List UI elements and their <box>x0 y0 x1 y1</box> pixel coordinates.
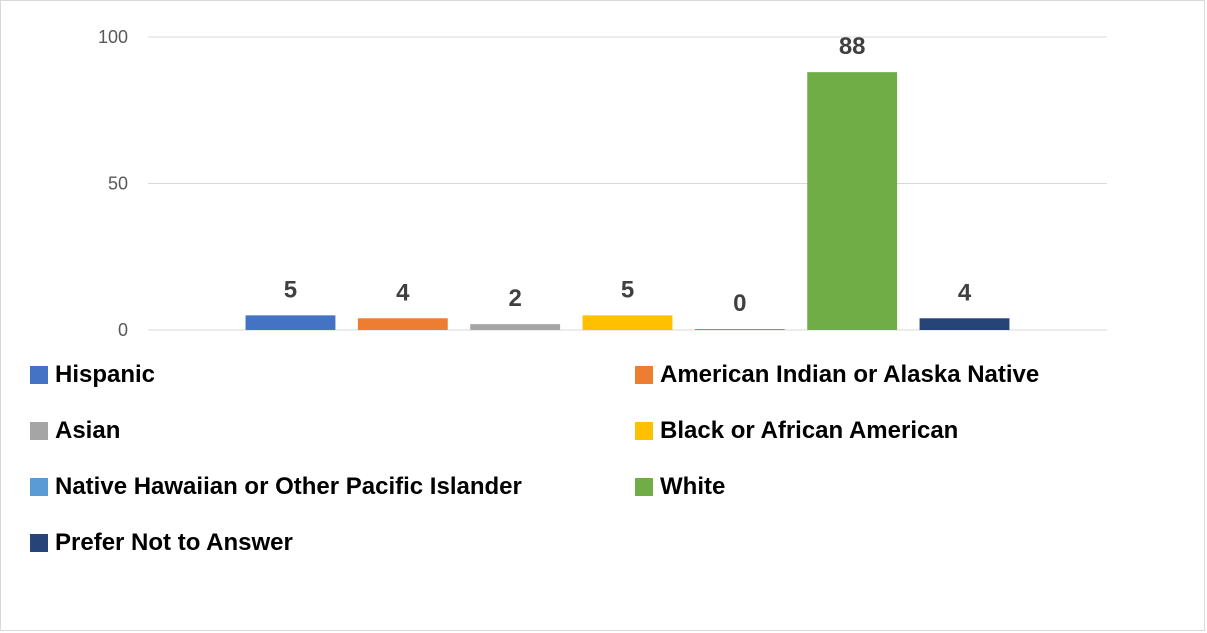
data-label: 88 <box>839 33 866 60</box>
bars <box>245 72 1010 330</box>
legend-label: American Indian or Alaska Native <box>660 361 1040 388</box>
data-label: 4 <box>958 279 972 306</box>
legend-label: Black or African American <box>660 417 959 444</box>
data-labels: 5 4 2 5 0 88 4 <box>284 33 972 317</box>
legend-item: Asian <box>30 416 635 446</box>
legend-label: Native Hawaiian or Other Pacific Islande… <box>55 473 522 500</box>
bar-white <box>807 72 898 330</box>
legend-swatch <box>30 478 48 496</box>
data-label: 4 <box>396 279 410 306</box>
data-label: 5 <box>284 276 297 303</box>
y-axis-ticks: 0 50 100 <box>98 27 128 340</box>
legend-label: Prefer Not to Answer <box>55 529 293 556</box>
legend-label: Hispanic <box>55 361 156 388</box>
legend-item: Prefer Not to Answer <box>30 528 635 558</box>
bar-american-indian-or-alaska-native <box>357 318 448 330</box>
y-tick-label: 50 <box>108 174 128 194</box>
legend-item: Black or African American <box>635 416 1190 446</box>
legend-label: White <box>660 473 726 500</box>
data-label: 5 <box>621 276 634 303</box>
data-label: 2 <box>508 285 521 312</box>
bar-asian <box>470 324 561 330</box>
legend-item: American Indian or Alaska Native <box>635 360 1190 390</box>
bar-native-hawaiian-or-other-pacific-islander <box>694 329 785 330</box>
legend-label: Asian <box>55 417 121 444</box>
legend-swatch <box>635 478 653 496</box>
bar-prefer-not-to-answer <box>919 318 1010 330</box>
bar-hispanic <box>245 315 336 330</box>
legend-item: Native Hawaiian or Other Pacific Islande… <box>30 472 635 502</box>
legend-item: Hispanic <box>30 360 635 390</box>
legend-swatch <box>30 422 48 440</box>
legend-swatch <box>635 422 653 440</box>
legend-swatch <box>635 366 653 384</box>
y-tick-label: 0 <box>118 320 128 340</box>
data-label: 0 <box>733 290 746 317</box>
legend-swatch <box>30 366 48 384</box>
legend-swatch <box>30 534 48 552</box>
bar-black-or-african-american <box>582 315 673 330</box>
y-tick-label: 100 <box>98 27 128 47</box>
legend: Hispanic American Indian or Alaska Native… <box>30 360 1190 558</box>
legend-item: White <box>635 472 1190 502</box>
